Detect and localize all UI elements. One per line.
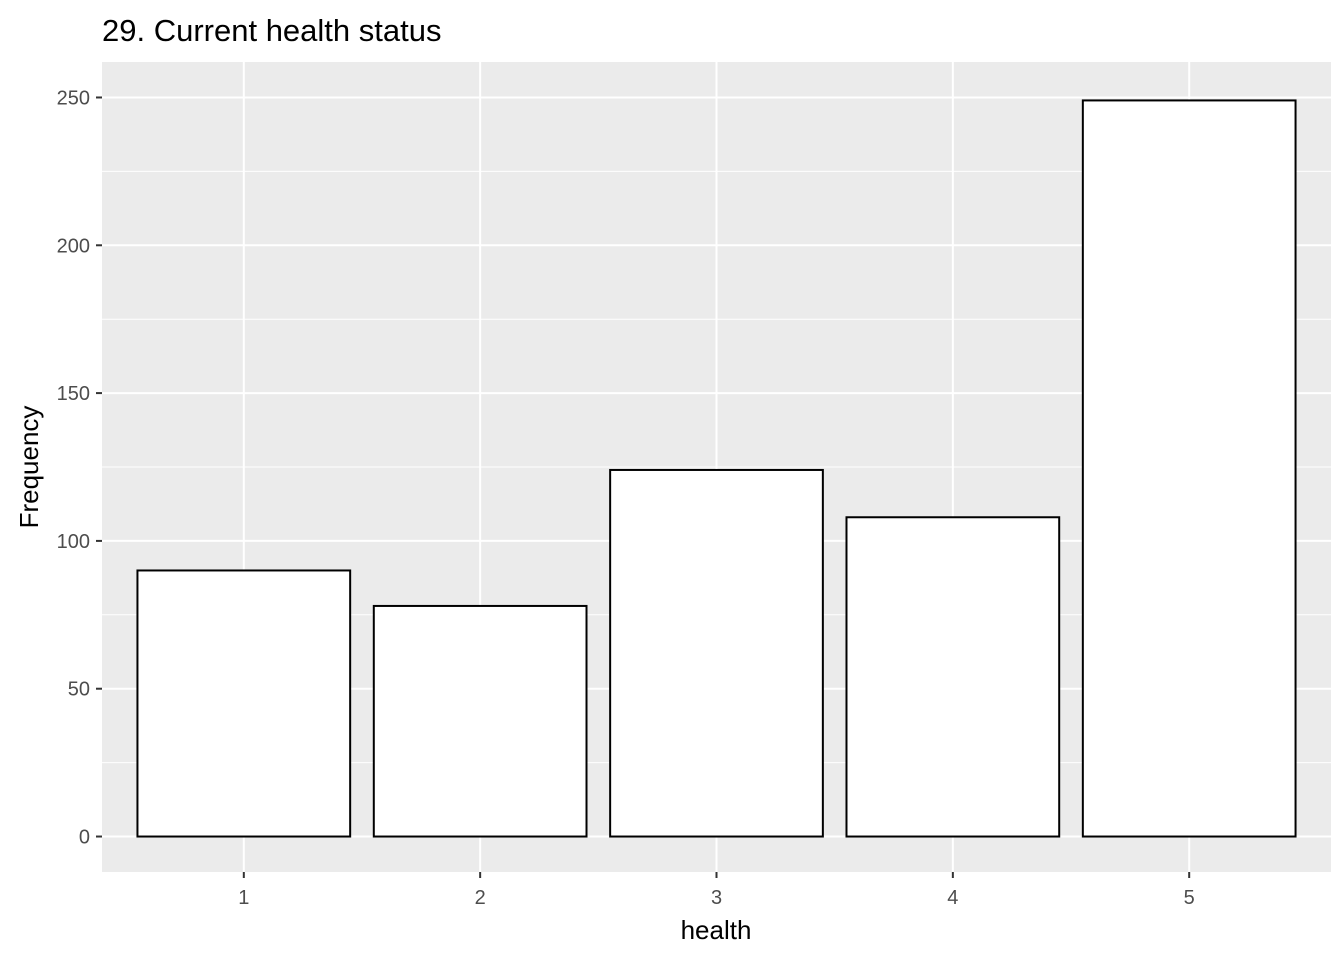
y-tick-label: 200: [57, 235, 90, 257]
y-axis: 0 50 100 150 200 250: [57, 87, 102, 849]
bar-3: [609, 468, 824, 838]
y-tick-label: 100: [57, 531, 90, 553]
y-tick-label: 50: [68, 679, 90, 701]
x-tick-label: 4: [947, 887, 958, 909]
chart-title: 29. Current health status: [102, 13, 441, 48]
x-tick-label: 3: [711, 887, 722, 909]
x-axis: 1 2 3 4 5: [238, 872, 1195, 909]
bar-2: [372, 604, 588, 838]
bar-5: [1081, 99, 1297, 838]
x-tick-label: 2: [475, 887, 486, 909]
y-tick-label: 150: [57, 383, 90, 405]
x-tick-label: 5: [1184, 887, 1195, 909]
y-tick-label: 250: [57, 87, 90, 109]
x-axis-title: health: [681, 915, 752, 945]
bar-1: [136, 569, 352, 838]
bars: [136, 99, 1297, 838]
x-tick-label: 1: [238, 887, 249, 909]
y-tick-label: 0: [79, 827, 90, 849]
y-axis-title: Frequency: [14, 406, 44, 529]
bar-4: [845, 516, 1061, 838]
